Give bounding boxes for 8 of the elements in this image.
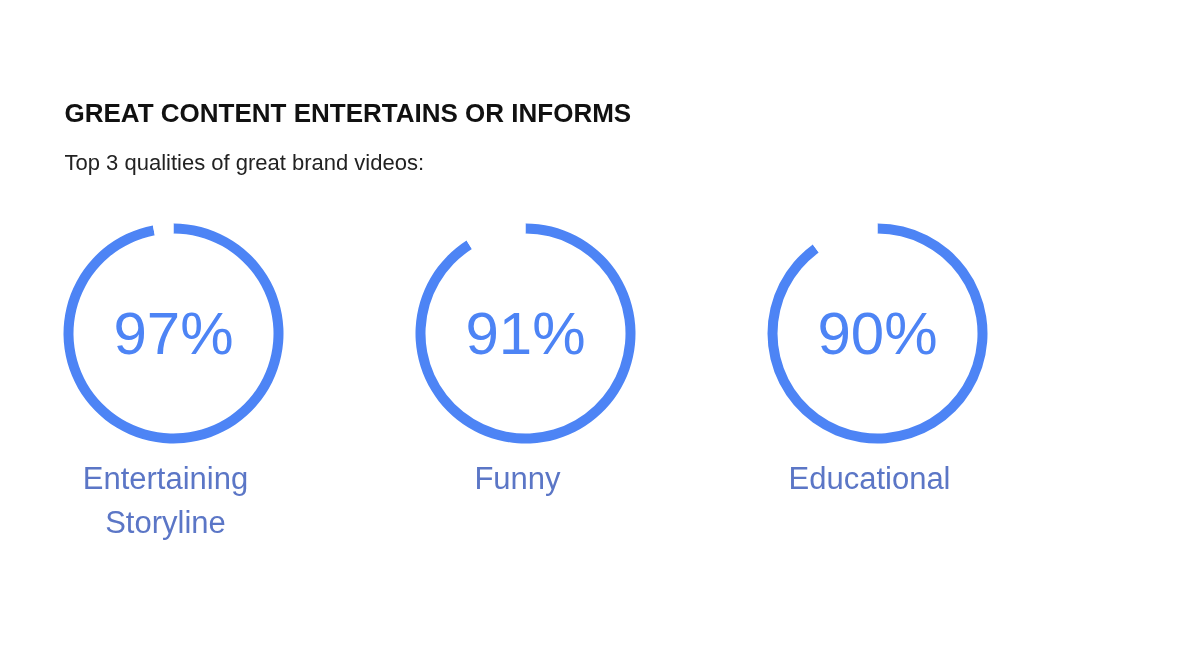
slice-label: Entertaining Storyline — [82, 461, 249, 540]
chart-subtitle: Top 3 qualities of great brand videos: — [64, 150, 425, 175]
slice-label: Funny — [474, 461, 562, 496]
data-label: 97% — [113, 300, 234, 367]
data-label: 91% — [465, 300, 586, 367]
data-label: 90% — [817, 300, 938, 367]
slice-label: Educational — [788, 461, 951, 496]
text: GREAT CONTENT ENTERTAINS OR INFORMS — [64, 97, 632, 128]
